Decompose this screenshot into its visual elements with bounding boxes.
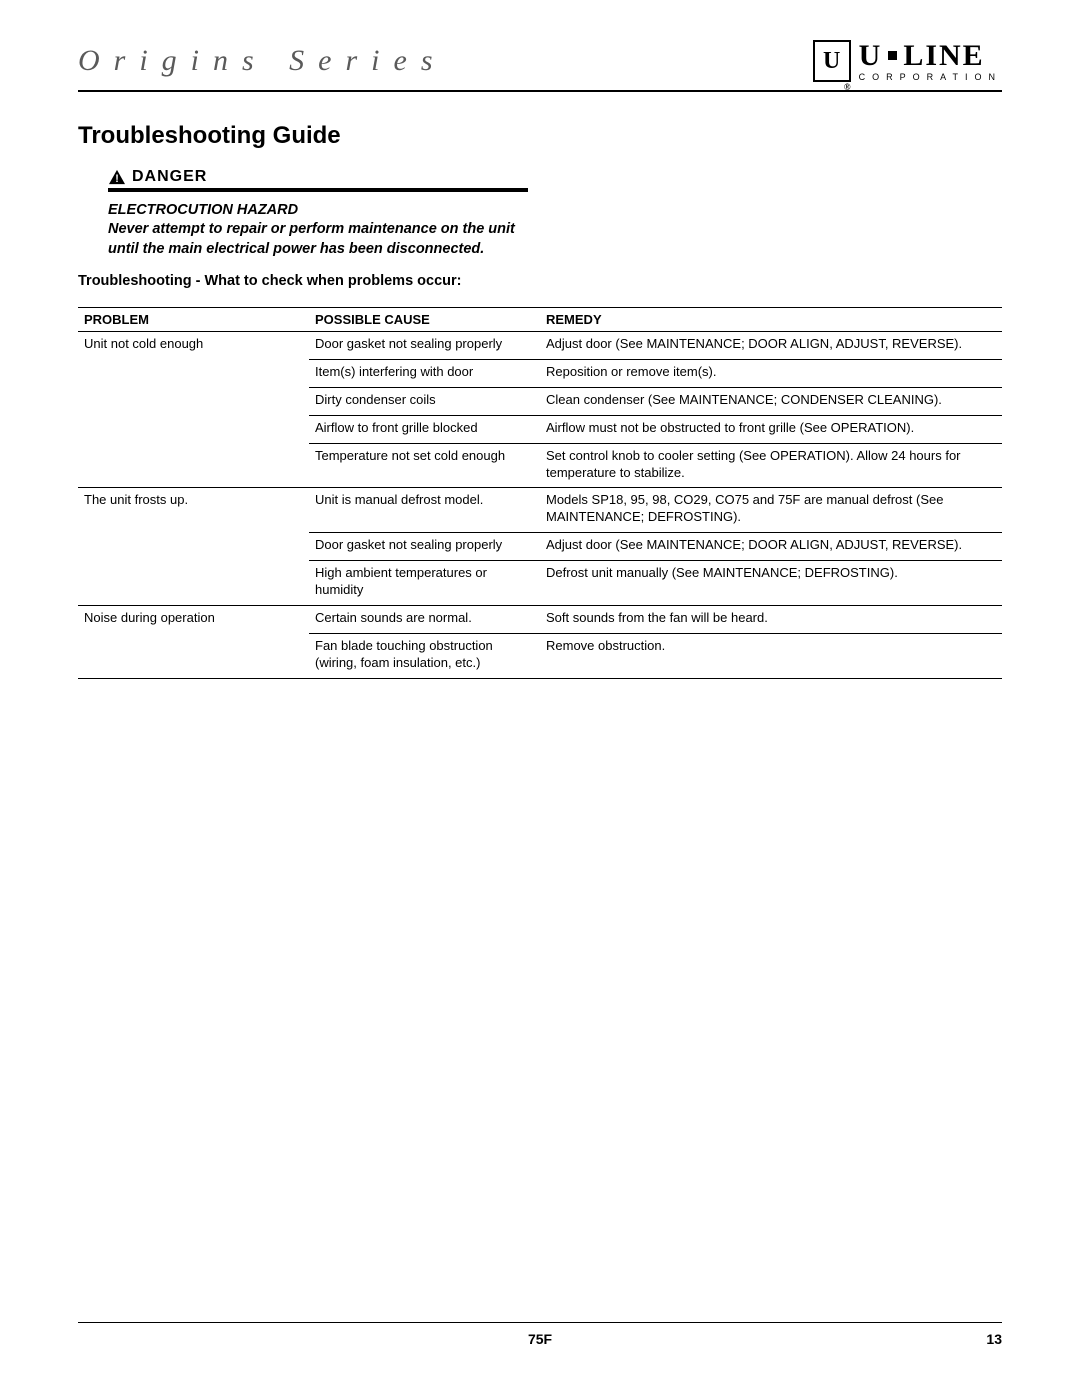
cell-remedy: Soft sounds from the fan will be heard. bbox=[540, 605, 1002, 633]
brand-square-icon bbox=[888, 51, 897, 60]
cell-remedy: Adjust door (See MAINTENANCE; DOOR ALIGN… bbox=[540, 332, 1002, 360]
brand-subtitle: CORPORATION bbox=[859, 73, 1002, 82]
danger-label: DANGER bbox=[132, 168, 207, 186]
hazard-title: ELECTROCUTION HAZARD bbox=[108, 202, 528, 218]
col-header-cause: POSSIBLE CAUSE bbox=[309, 308, 540, 332]
brand-logo-icon: U bbox=[813, 40, 851, 82]
cell-cause: Certain sounds are normal. bbox=[309, 605, 540, 633]
col-header-remedy: REMEDY bbox=[540, 308, 1002, 332]
troubleshoot-subheading: Troubleshooting - What to check when pro… bbox=[78, 273, 1002, 289]
cell-cause: Fan blade touching obstruction (wiring, … bbox=[309, 633, 540, 678]
warning-triangle-icon: ! bbox=[108, 169, 126, 185]
brand-text: U LINE CORPORATION bbox=[859, 41, 1002, 82]
cell-cause: Door gasket not sealing properly bbox=[309, 332, 540, 360]
hazard-text: Never attempt to repair or perform maint… bbox=[108, 220, 528, 259]
brand-block: U U LINE CORPORATION bbox=[813, 40, 1002, 82]
table-row: Unit not cold enoughDoor gasket not seal… bbox=[78, 332, 1002, 360]
cell-problem: Noise during operation bbox=[78, 605, 309, 678]
footer-page-number: 13 bbox=[986, 1331, 1002, 1347]
table-header-row: PROBLEM POSSIBLE CAUSE REMEDY bbox=[78, 308, 1002, 332]
cell-cause: Dirty condenser coils bbox=[309, 387, 540, 415]
page-header: Origins Series U U LINE CORPORATION bbox=[78, 40, 1002, 92]
cell-remedy: Adjust door (See MAINTENANCE; DOOR ALIGN… bbox=[540, 533, 1002, 561]
table-row: The unit frosts up.Unit is manual defros… bbox=[78, 488, 1002, 533]
series-title: Origins Series bbox=[78, 44, 447, 78]
cell-cause: Door gasket not sealing properly bbox=[309, 533, 540, 561]
svg-text:!: ! bbox=[115, 173, 119, 185]
cell-cause: Item(s) interfering with door bbox=[309, 360, 540, 388]
cell-remedy: Defrost unit manually (See MAINTENANCE; … bbox=[540, 561, 1002, 606]
cell-remedy: Airflow must not be obstructed to front … bbox=[540, 415, 1002, 443]
brand-name-right: LINE bbox=[903, 41, 984, 71]
footer-model: 75F bbox=[528, 1331, 552, 1347]
cell-cause: Airflow to front grille blocked bbox=[309, 415, 540, 443]
cell-remedy: Clean condenser (See MAINTENANCE; CONDEN… bbox=[540, 387, 1002, 415]
cell-cause: High ambient temperatures or humidity bbox=[309, 561, 540, 606]
table-row: Noise during operationCertain sounds are… bbox=[78, 605, 1002, 633]
danger-header: ! DANGER bbox=[108, 168, 528, 192]
page-title: Troubleshooting Guide bbox=[78, 122, 1002, 150]
page-footer: 75F 13 bbox=[78, 1322, 1002, 1347]
cell-problem: The unit frosts up. bbox=[78, 488, 309, 605]
troubleshooting-table: PROBLEM POSSIBLE CAUSE REMEDY Unit not c… bbox=[78, 307, 1002, 678]
cell-cause: Unit is manual defrost model. bbox=[309, 488, 540, 533]
brand-name-left: U bbox=[859, 41, 883, 71]
danger-block: ! DANGER ELECTROCUTION HAZARD Never atte… bbox=[108, 168, 528, 259]
col-header-problem: PROBLEM bbox=[78, 308, 309, 332]
cell-cause: Temperature not set cold enough bbox=[309, 443, 540, 488]
cell-remedy: Remove obstruction. bbox=[540, 633, 1002, 678]
cell-problem: Unit not cold enough bbox=[78, 332, 309, 488]
cell-remedy: Models SP18, 95, 98, CO29, CO75 and 75F … bbox=[540, 488, 1002, 533]
cell-remedy: Reposition or remove item(s). bbox=[540, 360, 1002, 388]
cell-remedy: Set control knob to cooler setting (See … bbox=[540, 443, 1002, 488]
brand-name: U LINE bbox=[859, 41, 1002, 71]
